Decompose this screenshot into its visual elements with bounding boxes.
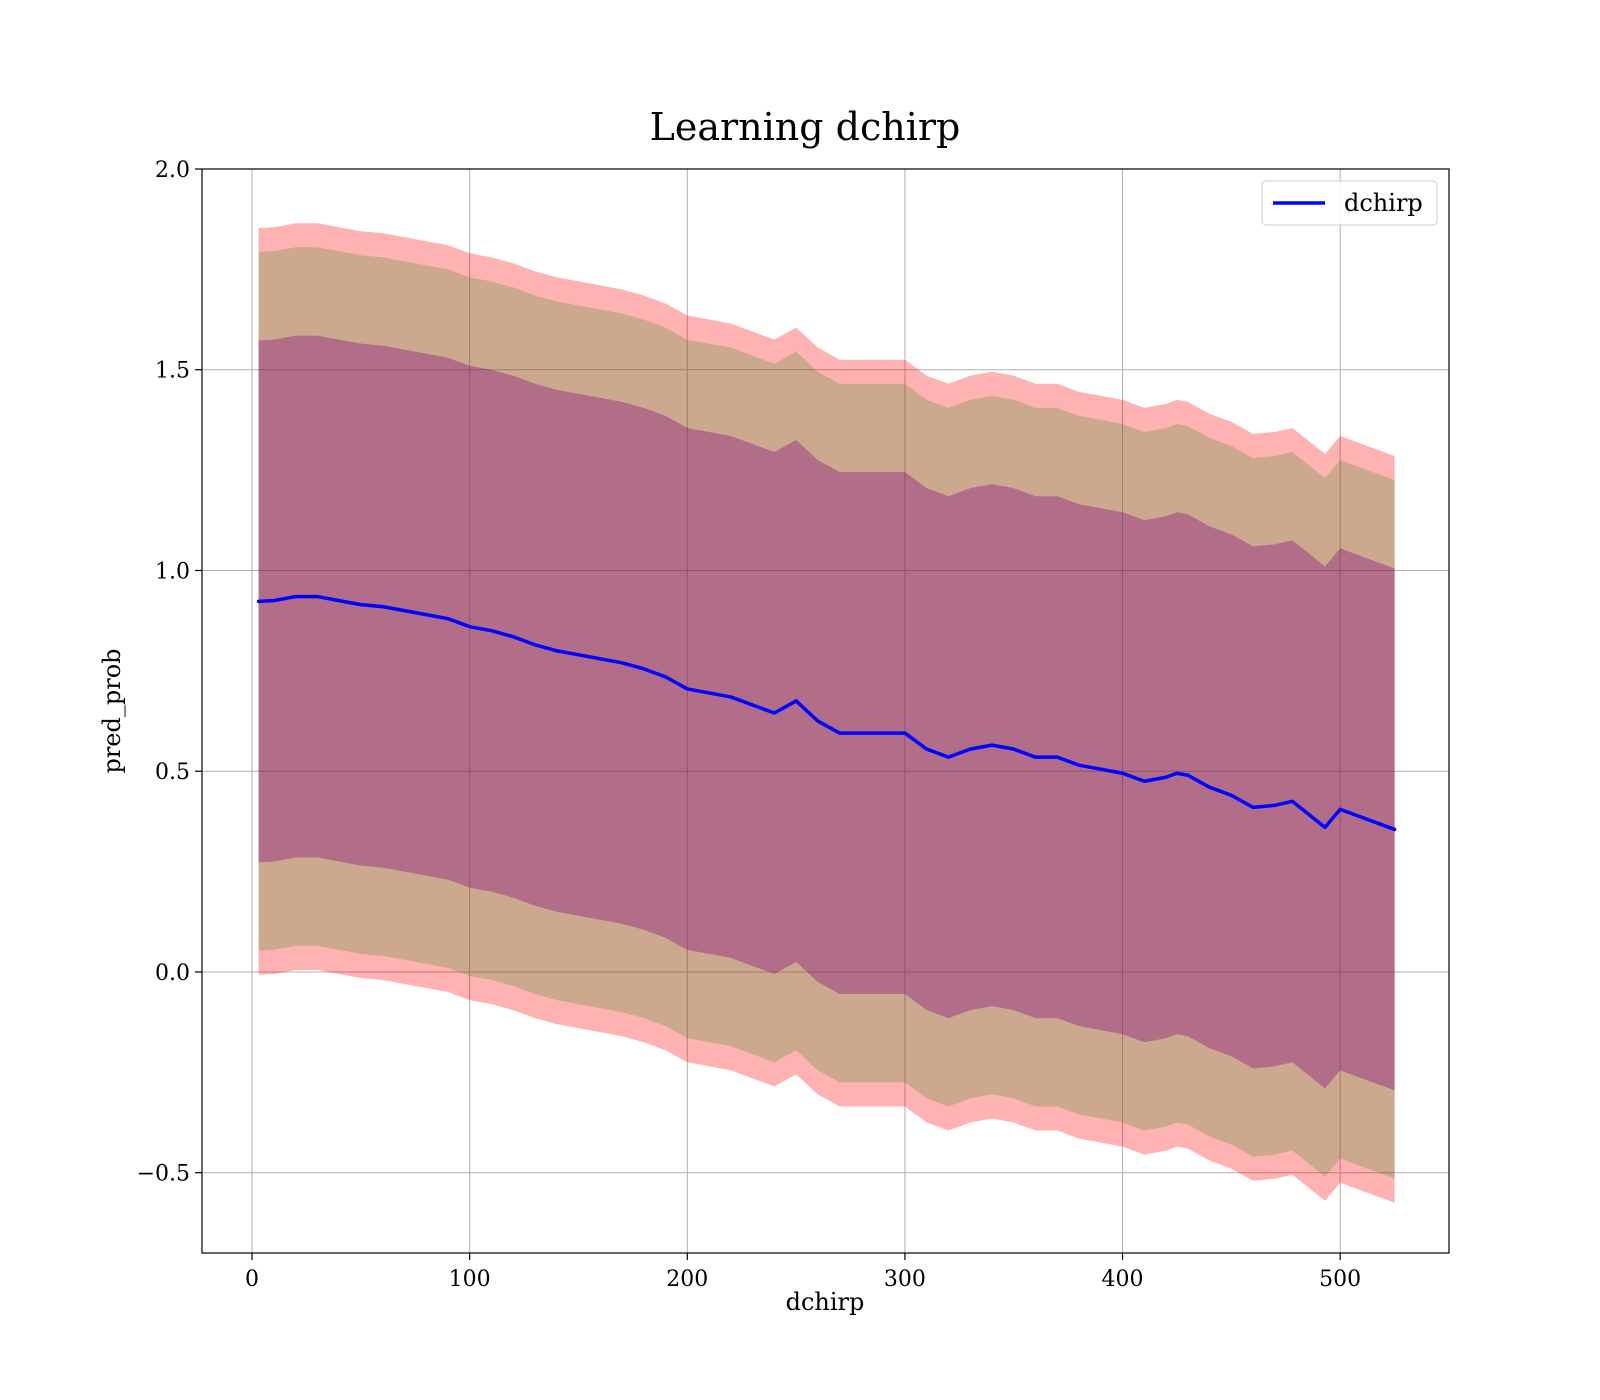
confidence-band <box>258 223 1395 1203</box>
series-line-dchirp <box>256 594 1397 832</box>
x-tick-label: 400 <box>1102 1267 1144 1292</box>
chart-title: Learning dchirp <box>650 105 961 149</box>
x-axis-ticks: 0 100 200 300 400 500 <box>245 1253 1361 1292</box>
x-tick-label: 0 <box>245 1267 259 1292</box>
y-axis-ticks: −0.5 0.0 0.5 1.0 1.5 2.0 <box>137 158 202 1187</box>
grid <box>202 168 1449 1253</box>
y-tick-label: 2.0 <box>155 158 190 183</box>
x-tick-label: 200 <box>666 1267 708 1292</box>
y-tick-label: 0.0 <box>155 961 190 986</box>
confidence-bands <box>258 223 1395 1203</box>
y-tick-label: −0.5 <box>137 1162 190 1187</box>
x-axis-label: dchirp <box>786 1288 865 1316</box>
confidence-band <box>258 247 1395 1179</box>
x-tick-label: 100 <box>449 1267 491 1292</box>
x-tick-label: 300 <box>884 1267 926 1292</box>
legend: dchirp <box>1261 180 1438 226</box>
legend-box <box>1261 180 1438 226</box>
plot-frame <box>201 168 1450 1254</box>
plot-area <box>201 168 1450 1254</box>
series-lines <box>256 594 1397 832</box>
y-tick-label: 1.0 <box>155 559 190 584</box>
y-tick-label: 1.5 <box>155 359 190 384</box>
confidence-band <box>258 335 1395 1091</box>
y-tick-label: 0.5 <box>155 760 190 785</box>
x-tick-label: 500 <box>1319 1267 1361 1292</box>
y-axis-label: pred_prob <box>98 648 126 773</box>
legend-label: dchirp <box>1344 189 1423 217</box>
plot-background <box>202 169 1449 1253</box>
